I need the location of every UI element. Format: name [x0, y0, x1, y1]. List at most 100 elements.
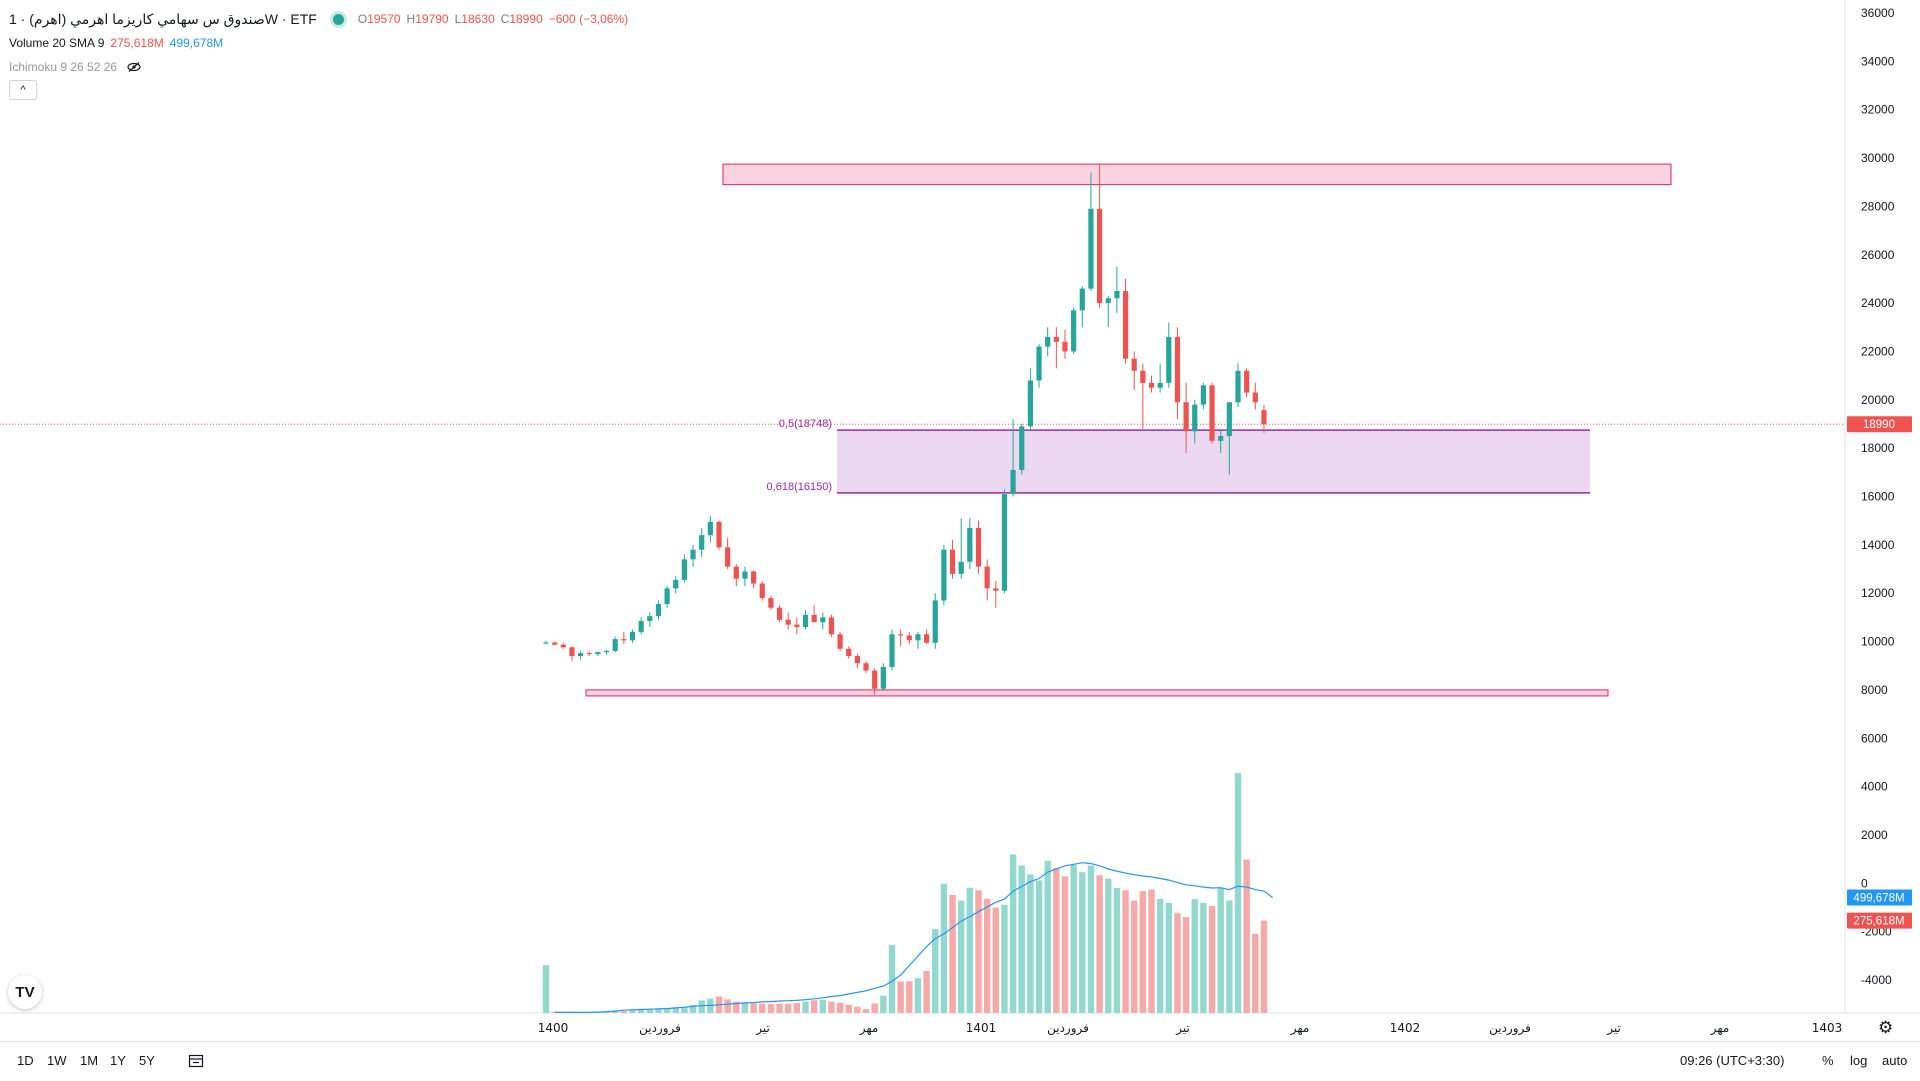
candle-body — [690, 549, 696, 560]
last-price-tag: 18990 — [1863, 419, 1895, 431]
candle-body — [1183, 402, 1189, 432]
ohlc-close: 18990 — [509, 12, 543, 26]
volume-bar — [897, 981, 904, 1013]
candle-body — [647, 616, 653, 622]
ohlc-high-label: H — [406, 12, 416, 26]
volume-bar — [698, 1000, 705, 1013]
collapse-legend-button[interactable]: ^ — [9, 80, 37, 100]
candle-body — [1235, 370, 1241, 403]
ohlc-low: 18630 — [461, 12, 495, 26]
volume-bar — [1018, 865, 1025, 1013]
time-tick-label: فروردين — [639, 1021, 681, 1036]
candle-body — [1244, 370, 1250, 393]
candle-body — [1192, 404, 1198, 432]
auto-scale-button[interactable]: auto — [1882, 1053, 1908, 1068]
candle-body — [543, 642, 549, 644]
candle-body — [820, 617, 826, 623]
candle-body — [915, 634, 921, 641]
price-tick-label: 20000 — [1861, 393, 1895, 407]
hidden-eye-icon[interactable] — [127, 62, 141, 72]
ohlc-open-label: O — [357, 12, 368, 26]
gear-icon[interactable]: ⚙ — [1878, 1018, 1894, 1037]
price-tick-label: 16000 — [1861, 490, 1895, 504]
candle-body — [958, 561, 964, 574]
ohlc-high: 19790 — [415, 12, 449, 26]
candle-body — [1226, 402, 1232, 437]
volume-bar — [1035, 880, 1043, 1013]
symbol-title[interactable]: صندوق س سهامي كاريزما اهرمي (اهرم) · 1W … — [9, 11, 317, 27]
price-tick-label: 22000 — [1861, 344, 1895, 358]
volume-value: 275,618M — [110, 36, 164, 50]
candle-body — [638, 621, 644, 632]
timeframe-1d-button[interactable]: 1D — [17, 1053, 34, 1068]
timeframe-5y-button[interactable]: 5Y — [139, 1053, 155, 1068]
time-tick-label: 1400 — [538, 1021, 569, 1035]
volume-bar — [923, 970, 930, 1013]
percent-scale-button[interactable]: % — [1822, 1053, 1834, 1068]
volume-bar — [871, 1003, 878, 1013]
candle-body — [1062, 341, 1068, 352]
volume-sma-value: 499,678M — [169, 36, 224, 50]
candle-body — [906, 635, 912, 641]
candle-body — [1200, 385, 1206, 405]
volume-bar — [1096, 875, 1103, 1013]
volume-bar — [689, 1005, 697, 1013]
candle-body — [578, 653, 584, 657]
date-range-icon[interactable] — [188, 1053, 204, 1069]
time-tick-label: فروردين — [1489, 1021, 1531, 1036]
price-tick-label: 32000 — [1861, 103, 1895, 117]
volume-bar — [888, 944, 896, 1013]
volume-bar — [793, 1002, 801, 1013]
candle-body — [560, 644, 566, 648]
candle-body — [1131, 358, 1137, 371]
volume-bar — [767, 1003, 775, 1013]
candle-body — [1001, 494, 1008, 591]
volume-bar — [1260, 920, 1268, 1013]
candle-body — [828, 617, 835, 635]
volume-bar — [940, 883, 948, 1013]
volume-bar — [785, 1003, 792, 1013]
price-tick-label: -4000 — [1861, 973, 1892, 987]
chart-legend: صندوق س سهامي كاريزما اهرمي (اهرم) · 1W … — [9, 7, 628, 79]
clock-label[interactable]: 09:26 (UTC+3:30) — [1680, 1053, 1785, 1068]
timeframe-1y-button[interactable]: 1Y — [110, 1053, 126, 1068]
volume-bar — [1113, 888, 1121, 1013]
candle-body — [1166, 336, 1172, 383]
price-tick-label: 8000 — [1861, 683, 1888, 697]
volume-bar — [1105, 878, 1112, 1013]
candle-body — [941, 549, 947, 601]
volume-bar — [646, 1009, 653, 1013]
timeframe-1m-button[interactable]: 1M — [80, 1053, 99, 1068]
price-tick-label: 6000 — [1861, 731, 1888, 745]
volume-bar — [810, 1000, 818, 1013]
volume-bar — [845, 1004, 852, 1013]
price-tick-label: 10000 — [1861, 635, 1895, 649]
time-tick-label: 1403 — [1812, 1021, 1843, 1035]
volume-bar — [1139, 891, 1147, 1013]
candle-body — [932, 600, 938, 643]
volume-row[interactable]: Volume 20 SMA 9 275,618M 499,678M — [9, 31, 628, 55]
candle-body — [1010, 469, 1016, 495]
timeframe-1w-button[interactable]: 1W — [47, 1053, 67, 1068]
log-scale-button[interactable]: log — [1850, 1053, 1868, 1068]
volume-bar — [612, 1010, 619, 1013]
volume-bar — [672, 1007, 679, 1013]
ichimoku-row[interactable]: Ichimoku 9 26 52 26 — [9, 55, 628, 79]
volume-bar — [949, 894, 956, 1013]
volume-bar — [1079, 872, 1086, 1013]
price-tick-label: 12000 — [1861, 586, 1895, 600]
volume-bar — [629, 1009, 636, 1013]
fib-level-label: 0,618(16150) — [767, 481, 832, 493]
volume-bar — [724, 999, 731, 1013]
time-tick-label: مهر — [859, 1021, 879, 1036]
volume-bar — [663, 1009, 671, 1013]
candle-body — [1261, 410, 1267, 425]
volume-bar — [759, 1003, 766, 1013]
candle-body — [1140, 370, 1146, 383]
last-price-tag-bg — [1847, 416, 1912, 433]
volume-bar — [1226, 900, 1233, 1013]
tradingview-logo-icon[interactable]: TV — [8, 975, 42, 1009]
candle-body — [569, 647, 575, 657]
ohlc-open: 19570 — [367, 12, 401, 26]
